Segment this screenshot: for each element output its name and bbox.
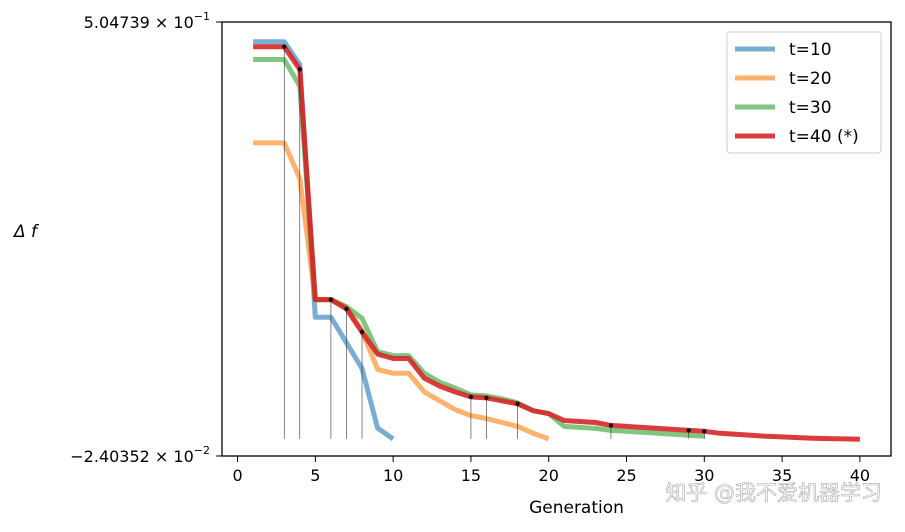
watermark: 知乎 @我不爱机器学习	[665, 481, 882, 505]
series-lines	[253, 39, 860, 442]
marker-point-gen-4	[297, 67, 302, 72]
legend-box	[726, 31, 882, 154]
marker-point-gen-29	[686, 428, 691, 433]
legend-label-t-10: t=10	[789, 40, 832, 60]
legend-label-t-40: t=40 (*)	[789, 127, 859, 147]
marker-point-gen-18	[515, 401, 520, 406]
x-tick-label-5: 5	[310, 466, 320, 485]
legend-label-t-30: t=30	[789, 98, 832, 118]
marker-point-gen-30	[702, 429, 707, 434]
marker-point-gen-6	[328, 297, 334, 302]
marker-point-gen-16	[484, 395, 489, 401]
x-tick-label-35: 35	[772, 466, 792, 485]
marker-point-gen-24	[608, 423, 614, 428]
x-axis-label: Generation	[529, 498, 624, 518]
x-tick-label-20: 20	[539, 466, 559, 485]
x-tick-label-40: 40	[850, 466, 870, 485]
y-tick-label-bottom: −2.40352 × 10−2	[70, 444, 210, 466]
series-line-t-40	[253, 44, 860, 442]
series-line-t-30	[253, 57, 705, 439]
plot-frame	[221, 21, 892, 457]
x-tick-label-10: 10	[383, 466, 403, 485]
marker-point-gen-7	[344, 306, 349, 312]
marker-point-gen-8	[359, 329, 365, 335]
series-line-t-10	[253, 39, 395, 441]
x-tick-label-30: 30	[694, 466, 714, 485]
marker-point-gen-3	[282, 44, 287, 49]
x-tick-label-0: 0	[232, 466, 242, 485]
y-tick-bottom-mantissa: −2.40352 × 10	[70, 447, 194, 466]
marker-guides	[283, 46, 705, 439]
marker-point-gen-15	[468, 394, 474, 400]
y-tick-bottom-exponent: −2	[194, 444, 210, 457]
x-axis-ticks: 0 5 10 15 20 25 30 35 40	[232, 456, 870, 485]
y-tick-top-mantissa: 5.04739 × 10	[84, 13, 194, 32]
markers	[282, 44, 707, 434]
y-axis-label: Δ f	[12, 222, 40, 242]
y-tick-label-top: 5.04739 × 10−1	[84, 10, 210, 32]
legend: t=10 t=20 t=30 t=40 (*)	[726, 31, 882, 154]
x-tick-label-25: 25	[616, 466, 636, 485]
y-tick-top-exponent: −1	[194, 10, 210, 23]
series-line-t-20	[253, 140, 550, 442]
x-tick-label-15: 15	[461, 466, 481, 485]
y-axis-ticks: 5.04739 × 10−1 −2.40352 × 10−2	[70, 10, 222, 466]
legend-label-t-20: t=20	[789, 69, 832, 89]
